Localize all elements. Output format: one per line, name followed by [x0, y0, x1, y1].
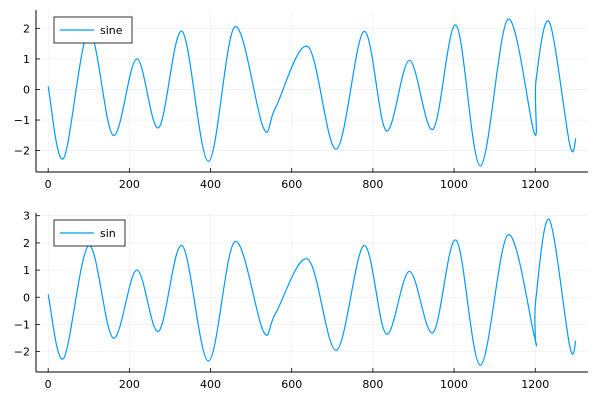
y-tick-label: 1 — [23, 264, 30, 277]
x-tick-label: 0 — [45, 178, 52, 191]
x-tick-label: 200 — [119, 178, 140, 191]
x-tick-label: 200 — [119, 378, 140, 391]
subplot-1: 0 200 400 600 800 1000 1200 −2 −1 0 1 2 sine — [14, 10, 588, 191]
legend: sine — [53, 16, 133, 44]
x-tick-label: 400 — [200, 378, 221, 391]
x-tick-label: 1000 — [440, 178, 468, 191]
x-tick-label: 400 — [200, 178, 221, 191]
y-tick-label: 0 — [23, 291, 30, 304]
x-tick-label: 0 — [45, 378, 52, 391]
y-tick-label: 2 — [23, 22, 30, 35]
y-tick-label: 3 — [23, 210, 30, 223]
x-tick-label: 800 — [362, 378, 383, 391]
legend-label: sine — [100, 24, 123, 37]
y-tick-label: 0 — [23, 83, 30, 96]
y-tick-label: −2 — [14, 145, 30, 158]
x-tick-label: 1200 — [521, 378, 549, 391]
series-line-sin — [47, 218, 577, 366]
y-tick-label: 1 — [23, 53, 30, 66]
legend-label: sin — [100, 227, 116, 240]
x-tick-label: 600 — [281, 178, 302, 191]
x-tick-label: 600 — [281, 378, 302, 391]
series-line-sine — [47, 18, 577, 167]
legend: sin — [53, 219, 126, 247]
subplot-2: 0 200 400 600 800 1000 1200 −2 −1 0 1 2 3 sin — [14, 210, 588, 391]
y-tick-label: −1 — [14, 318, 30, 331]
x-tick-label: 800 — [362, 178, 383, 191]
x-tick-label: 1200 — [521, 178, 549, 191]
x-tick-label: 1000 — [440, 378, 468, 391]
y-tick-label: −2 — [14, 346, 30, 359]
y-tick-label: 2 — [23, 237, 30, 250]
y-tick-label: −1 — [14, 114, 30, 127]
